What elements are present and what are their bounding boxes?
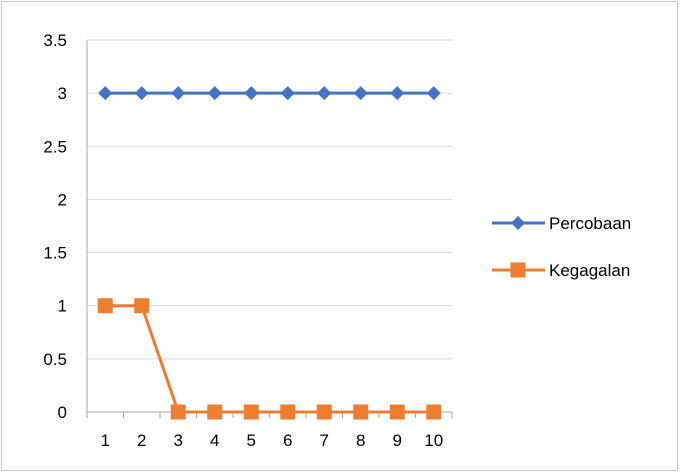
y-tick-label: 1.5 — [43, 244, 67, 263]
x-tick-label: 1 — [101, 431, 110, 450]
series-kegagalan — [97, 298, 442, 420]
data-point — [243, 404, 259, 420]
data-point — [390, 86, 405, 101]
series-group — [97, 86, 442, 420]
x-tick-labels: 1 2 3 4 5 6 7 8 9 10 — [101, 431, 444, 450]
data-point — [170, 404, 186, 420]
data-point — [280, 404, 296, 420]
legend-marker — [511, 216, 525, 230]
x-tick-label: 2 — [137, 431, 146, 450]
data-point — [134, 86, 149, 101]
legend-label: Kegagalan — [549, 261, 630, 280]
data-point — [280, 86, 295, 101]
y-tick-label: 2 — [58, 190, 67, 209]
data-point — [389, 404, 405, 420]
data-point — [426, 404, 442, 420]
x-tick-label: 7 — [320, 431, 329, 450]
data-point — [353, 86, 368, 101]
legend-label: Percobaan — [549, 214, 631, 233]
series-percobaan — [98, 86, 441, 101]
legend-item-percobaan: Percobaan — [492, 214, 631, 233]
y-tick-label: 2.5 — [43, 137, 67, 156]
data-point — [353, 404, 369, 420]
data-point — [244, 86, 259, 101]
y-tick-label: 0 — [58, 403, 67, 422]
data-point — [171, 86, 186, 101]
data-point — [134, 298, 150, 314]
y-tick-label: 3.5 — [43, 31, 67, 50]
legend: Percobaan Kegagalan — [492, 214, 631, 280]
x-tick-label: 6 — [283, 431, 292, 450]
x-tick-label: 4 — [210, 431, 219, 450]
data-point — [207, 404, 223, 420]
y-tick-label: 0.5 — [43, 350, 67, 369]
legend-marker — [510, 262, 526, 278]
data-point — [207, 86, 222, 101]
data-point — [426, 86, 441, 101]
x-tick-label: 8 — [356, 431, 365, 450]
series-line — [105, 304, 434, 414]
y-tick-label: 1 — [58, 297, 67, 316]
legend-item-kegagalan: Kegagalan — [492, 261, 630, 280]
x-tick-label: 5 — [247, 431, 256, 450]
data-point — [97, 298, 113, 314]
data-point — [317, 86, 332, 101]
x-tick-label: 10 — [424, 431, 443, 450]
data-point — [316, 404, 332, 420]
y-tick-labels: 0 0.5 1 1.5 2 2.5 3 3.5 — [43, 31, 67, 422]
x-tick-label: 3 — [174, 431, 183, 450]
data-point — [98, 86, 113, 101]
x-tick-label: 9 — [393, 431, 402, 450]
y-tick-label: 3 — [58, 84, 67, 103]
